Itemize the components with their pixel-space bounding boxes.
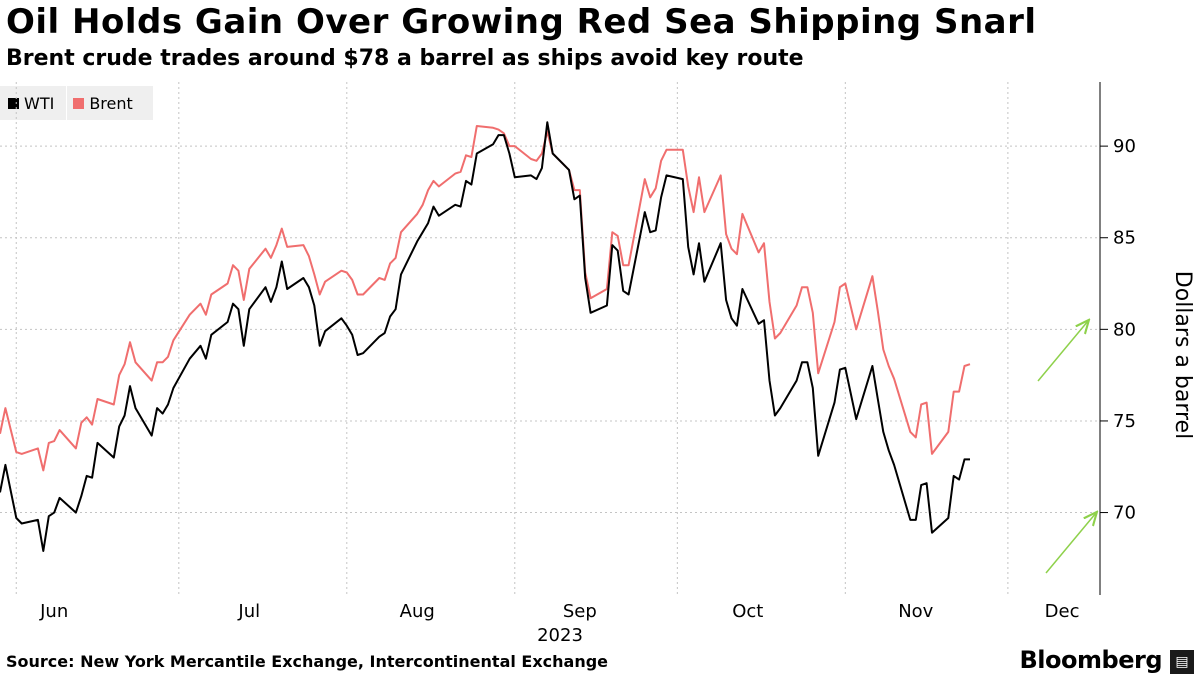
y-tick-label: 85 xyxy=(1113,228,1136,249)
x-axis: Jun Jul Aug Sep Oct Nov Dec xyxy=(39,601,1079,622)
x-tick-label: Dec xyxy=(1045,601,1080,622)
trend-arrow xyxy=(1037,321,1088,382)
legend-label-brent: Brent xyxy=(89,93,133,113)
legend-item-wti[interactable]: WTI xyxy=(8,94,54,113)
bloomberg-logo: Bloomberg xyxy=(1019,646,1163,674)
legend-label-wti: WTI xyxy=(24,93,55,113)
x-tick-label: Sep xyxy=(563,601,597,622)
y-tick-label: 70 xyxy=(1113,503,1136,524)
chart-legend: WTI Brent xyxy=(0,86,153,120)
x-tick-label: Jul xyxy=(237,601,260,622)
series-line-brent xyxy=(0,125,971,472)
y-tick-label: 75 xyxy=(1113,411,1136,432)
grid-lines xyxy=(0,82,1100,595)
legend-swatch-brent xyxy=(73,97,85,109)
x-tick-label: Jun xyxy=(39,601,68,622)
legend-divider xyxy=(66,86,68,120)
series-line-wti xyxy=(0,121,970,552)
y-tick-label: 80 xyxy=(1113,319,1136,340)
year-label: 2023 xyxy=(537,625,583,646)
chart-title: Oil Holds Gain Over Growing Red Sea Ship… xyxy=(6,2,1037,42)
trend-arrows xyxy=(1037,321,1096,574)
y-axis-label: Dollars a barrel xyxy=(1170,271,1195,439)
chart-subtitle: Brent crude trades around $78 a barrel a… xyxy=(6,46,804,71)
source-note: Source: New York Mercantile Exchange, In… xyxy=(6,652,609,671)
x-tick-label: Oct xyxy=(732,601,763,622)
y-axis: 70 75 80 85 90 xyxy=(1099,82,1136,595)
y-tick-label: 90 xyxy=(1113,136,1136,157)
series-lines xyxy=(0,121,971,552)
x-tick-label: Nov xyxy=(898,601,933,622)
x-tick-label: Aug xyxy=(400,601,435,622)
bloomberg-terminal-icon: ▤ xyxy=(1170,650,1194,674)
legend-swatch-wti xyxy=(8,97,19,109)
trend-arrow xyxy=(1045,513,1096,574)
legend-item-brent[interactable]: Brent xyxy=(73,93,133,113)
